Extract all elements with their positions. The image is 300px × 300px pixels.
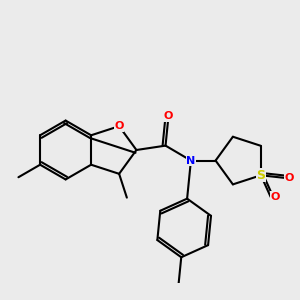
Text: O: O bbox=[284, 173, 294, 183]
Text: O: O bbox=[114, 121, 124, 131]
Text: O: O bbox=[164, 111, 173, 121]
Text: S: S bbox=[256, 169, 266, 182]
Text: N: N bbox=[186, 156, 196, 166]
Text: O: O bbox=[270, 192, 280, 202]
